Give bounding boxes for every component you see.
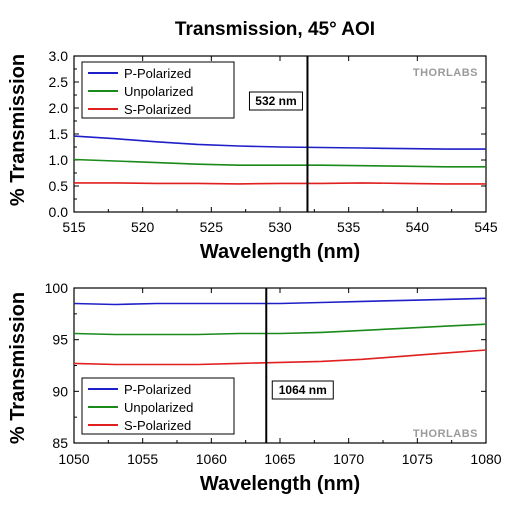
x-axis-title: Wavelength (nm) [200, 241, 360, 263]
thorlabs-watermark: THORLABS [413, 428, 478, 440]
x-tick-label: 1075 [402, 451, 433, 467]
y-tick-label: 85 [52, 435, 68, 451]
y-tick-label: 2.5 [49, 74, 69, 90]
y-tick-label: 2.0 [49, 100, 69, 116]
y-tick-label: 0.5 [49, 178, 69, 194]
y-tick-label: 95 [52, 332, 68, 348]
thorlabs-watermark: THORLABS [413, 67, 478, 79]
x-tick-label: 1050 [58, 451, 89, 467]
x-axis-title: Wavelength (nm) [200, 473, 360, 495]
x-tick-label: 1070 [333, 451, 364, 467]
legend-label: Unpolarized [124, 400, 193, 415]
y-axis-title: % Transmission [7, 292, 29, 444]
series-line-p-polarized [73, 297, 487, 306]
marker-label: 1064 nm [279, 383, 327, 397]
y-tick-label: 1.0 [49, 152, 69, 168]
x-tick-label: 1060 [196, 451, 227, 467]
y-tick-label: 1.5 [49, 126, 69, 142]
x-tick-label: 525 [200, 219, 224, 235]
series-line-unpolarized [73, 323, 487, 336]
legend-label: P-Polarized [124, 66, 191, 81]
x-tick-label: 535 [337, 219, 361, 235]
legend-label: Unpolarized [124, 84, 193, 99]
plot-top: THORLABS 515 520 525 530 535 540 545 0.0 0.5 1.0 1.… [7, 48, 498, 263]
x-tick-label: 515 [62, 219, 86, 235]
y-axis-title: % Transmission [7, 54, 29, 206]
x-tick-label: 520 [131, 219, 155, 235]
plot-bottom: THORLABS 1050 1055 1060 1065 1070 1075 1080 85 90… [7, 280, 502, 495]
y-tick-label: 100 [45, 280, 69, 296]
x-tick-label: 545 [474, 219, 498, 235]
series-line-unpolarized [73, 158, 486, 168]
legend-label: S-Polarized [124, 418, 191, 433]
x-tick-label: 1065 [264, 451, 295, 467]
series-line-s-polarized [74, 182, 486, 185]
chart-title: Transmission, 45° AOI [175, 19, 375, 40]
y-tick-label: 3.0 [49, 48, 69, 64]
marker-label: 532 nm [255, 94, 296, 108]
x-tick-label: 1080 [470, 451, 501, 467]
x-tick-label: 540 [406, 219, 430, 235]
y-tick-label: 90 [52, 383, 68, 399]
marker-label-box [271, 380, 334, 400]
marker-label-box [248, 91, 303, 111]
legend-label: P-Polarized [124, 382, 191, 397]
x-tick-label: 530 [268, 219, 292, 235]
y-tick-label: 0.0 [49, 204, 69, 220]
series-line-p-polarized [73, 135, 486, 150]
x-tick-label: 1055 [127, 451, 158, 467]
legend-label: S-Polarized [124, 102, 191, 117]
series-line-s-polarized [73, 349, 487, 366]
